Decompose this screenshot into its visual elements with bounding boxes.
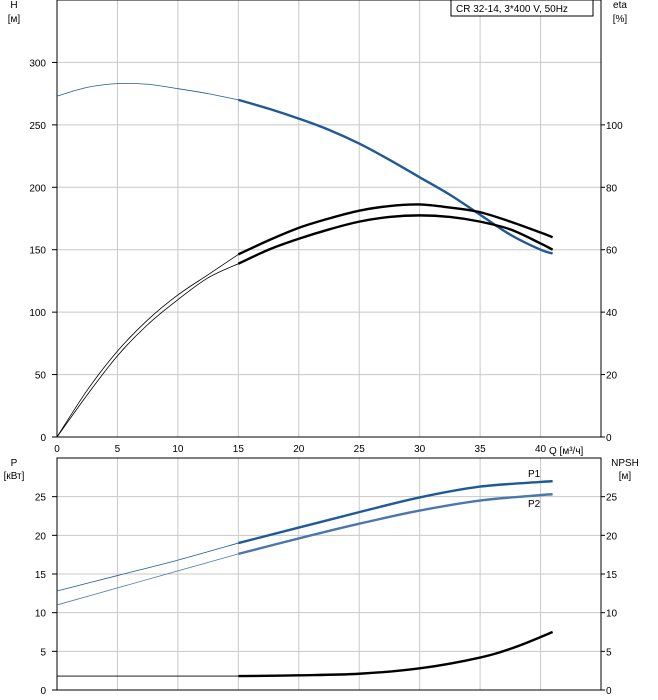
y-tick-label-5: 250 <box>29 121 46 132</box>
p-axis-label: P <box>11 458 18 469</box>
y-tick-label-3: 150 <box>29 246 46 257</box>
eta2-curve <box>237 214 554 265</box>
y-tick-label-4: 200 <box>29 183 46 194</box>
eta-axis-label: eta <box>613 0 627 11</box>
y2-tick-label-1: 20 <box>606 371 618 382</box>
y-tick-label-6: 300 <box>29 58 46 69</box>
x-tick-label-5: 25 <box>354 444 366 455</box>
x-tick-label-8: 40 <box>535 444 547 455</box>
h-curve-thin <box>56 83 239 101</box>
p-tick-label-2: 10 <box>35 609 47 620</box>
p1-curve-thin <box>56 542 239 592</box>
npsh-tick-label-2: 10 <box>606 609 618 620</box>
x-tick-label-7: 35 <box>475 444 487 455</box>
p1-series-label: P1 <box>528 469 541 480</box>
y2-tick-label-3: 60 <box>606 246 618 257</box>
x-tick-label-3: 15 <box>233 444 245 455</box>
p-tick-label-4: 20 <box>35 531 47 542</box>
y2-tick-label-2: 40 <box>606 308 618 319</box>
npsh-axis-label: NPSH <box>611 458 639 469</box>
top-plot-frame <box>56 0 602 438</box>
title-box: CR 32-14, 3*400 V, 50Hz <box>450 0 594 17</box>
y2-tick-label-0: 0 <box>606 433 612 444</box>
y-tick-label-1: 50 <box>35 371 47 382</box>
npsh-tick-label-4: 20 <box>606 531 618 542</box>
y2-tick-label-5: 100 <box>606 121 623 132</box>
p2-curve <box>238 493 553 556</box>
p2-curve-thin <box>56 553 239 606</box>
x-tick-label-1: 5 <box>115 444 121 455</box>
axis-labels: H [м] eta [%] P [кВт] NPSH [м] P1 P2 <box>4 0 639 510</box>
npsh-tick-label-1: 5 <box>606 647 612 658</box>
npsh-tick-label-3: 15 <box>606 570 618 581</box>
y2-tick-label-4: 80 <box>606 183 618 194</box>
p-tick-label-1: 5 <box>40 647 46 658</box>
y-tick-label-2: 100 <box>29 308 46 319</box>
h-axis-label: H <box>10 0 17 11</box>
p1-curve <box>238 480 553 545</box>
x-tick-label-4: 20 <box>293 444 305 455</box>
npsh-tick-label-0: 0 <box>606 686 612 697</box>
p-axis-unit: [кВт] <box>4 471 25 482</box>
x-tick-label-6: 30 <box>414 444 426 455</box>
npsh-axis-unit: [м] <box>619 471 632 482</box>
p-tick-label-3: 15 <box>35 570 47 581</box>
h-axis-unit: [м] <box>8 14 21 25</box>
tick-labels: 0 5 10 15 20 25 30 35 40050100150200250300020406… <box>29 58 623 697</box>
eta-axis-unit: [%] <box>613 14 628 25</box>
grid-lines <box>57 0 601 690</box>
h-curve <box>237 98 553 255</box>
y-tick-label-0: 0 <box>40 433 46 444</box>
eta-curve-thin <box>56 254 239 438</box>
x-axis-label: Q [м³/ч] <box>549 446 584 457</box>
eta2-curve-thin <box>56 263 239 438</box>
eta-curve <box>237 203 554 256</box>
npsh-tick-label-5: 25 <box>606 493 618 504</box>
p-tick-label-0: 0 <box>40 686 46 697</box>
curves <box>56 83 554 678</box>
x-tick-label-2: 10 <box>172 444 184 455</box>
npsh-curve <box>238 630 554 678</box>
p-tick-label-5: 25 <box>35 493 47 504</box>
p2-series-label: P2 <box>528 499 541 510</box>
chart-title: CR 32-14, 3*400 V, 50Hz <box>456 4 568 15</box>
plot-frames <box>56 0 602 691</box>
x-tick-label-0: 0 <box>54 444 60 455</box>
